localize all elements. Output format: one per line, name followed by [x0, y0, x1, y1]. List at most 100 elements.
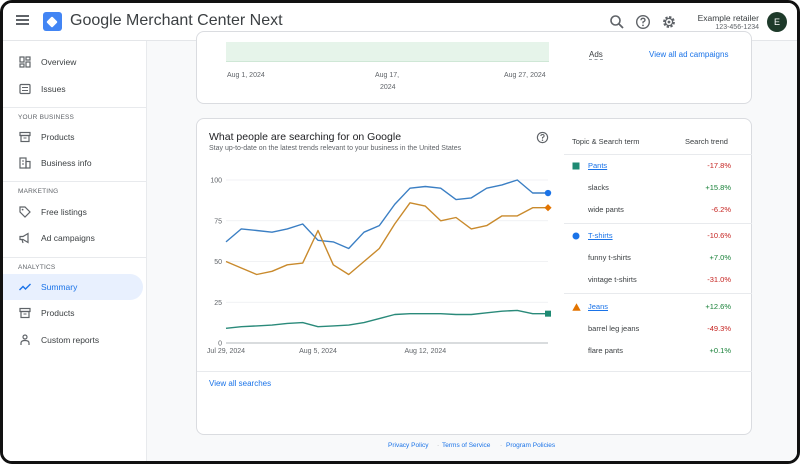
- series-end-marker: [544, 204, 552, 212]
- x-tick-label: Aug 17,: [375, 72, 400, 79]
- sidebar-item-analytics-products[interactable]: Products: [3, 300, 143, 326]
- topic-name[interactable]: Pants: [588, 161, 608, 170]
- overview-icon: [19, 56, 31, 68]
- topic-trend: -10.6%: [707, 231, 731, 240]
- tag-icon: [19, 206, 31, 218]
- x-tick-label: Aug 1, 2024: [227, 72, 265, 79]
- topic-trend: -17.8%: [707, 161, 731, 170]
- y-tick-label: 0: [218, 341, 222, 348]
- account-id: 123-456-1234: [715, 24, 759, 31]
- term-name: vintage t-shirts: [588, 275, 637, 284]
- column-header-topic: Topic & Search term: [572, 137, 640, 146]
- sidebar-item-label: Issues: [41, 84, 66, 94]
- series-line-t-shirts: [225, 179, 548, 250]
- term-trend: -31.0%: [707, 275, 731, 284]
- y-tick-label: 50: [214, 259, 222, 266]
- issues-icon: [19, 83, 31, 95]
- card-subtitle: Stay up-to-date on the latest trends rel…: [209, 145, 462, 152]
- help-icon[interactable]: [536, 131, 549, 144]
- section-label-analytics: ANALYTICS: [18, 264, 56, 271]
- x-tick-label: Aug 27, 2024: [504, 72, 546, 79]
- account-avatar[interactable]: E: [767, 12, 787, 32]
- footer-separator: ·: [500, 442, 503, 449]
- y-tick-label: 25: [214, 300, 222, 307]
- help-icon[interactable]: [635, 14, 651, 30]
- sidebar-item-products[interactable]: Products: [3, 124, 143, 150]
- products-icon: [19, 131, 31, 143]
- term-row: slacks +15.8%: [564, 181, 752, 195]
- ad-performance-card: Aug 1, 2024 Aug 17, 2024 Aug 27, 2024 Ad…: [196, 31, 752, 104]
- sidebar-item-custom-reports[interactable]: Custom reports: [3, 327, 143, 353]
- term-trend: -6.2%: [711, 205, 731, 214]
- settings-gear-icon[interactable]: [661, 14, 677, 30]
- term-trend: +0.1%: [709, 346, 731, 355]
- section-label-marketing: MARKETING: [18, 188, 59, 195]
- x-tick-label: Jul 29, 2024: [207, 348, 245, 355]
- sidebar-divider: [3, 107, 146, 108]
- table-divider: [564, 293, 752, 294]
- account-name: Example retailer: [697, 13, 759, 23]
- column-header-trend: Search trend: [685, 137, 728, 146]
- x-tick-label: 2024: [380, 84, 396, 91]
- y-tick-label: 100: [210, 178, 222, 185]
- x-tick-label: Aug 12, 2024: [405, 348, 447, 355]
- table-divider: [564, 154, 752, 155]
- term-trend: +15.8%: [705, 183, 731, 192]
- series-line-pants: [225, 309, 548, 329]
- sidebar-item-overview[interactable]: Overview: [3, 49, 143, 75]
- terms-of-service-link[interactable]: Terms of Service: [442, 442, 491, 449]
- privacy-policy-link[interactable]: Privacy Policy: [388, 442, 429, 449]
- app-title: Google Merchant Center Next: [70, 12, 283, 29]
- sidebar-item-issues[interactable]: Issues: [3, 76, 143, 102]
- topic-row-pants[interactable]: Pants -17.8%: [564, 159, 752, 173]
- term-name: slacks: [588, 183, 609, 192]
- view-all-ad-campaigns-link[interactable]: View all ad campaigns: [649, 50, 729, 59]
- topic-row-t-shirts[interactable]: T-shirts -10.6%: [564, 229, 752, 243]
- sidebar-item-label: Overview: [41, 57, 77, 67]
- sidebar-item-free-listings[interactable]: Free listings: [3, 199, 143, 225]
- card-title: What people are searching for on Google: [209, 131, 402, 143]
- term-row: wide pants -6.2%: [564, 203, 752, 217]
- view-all-searches-link[interactable]: View all searches: [209, 379, 272, 388]
- term-trend: +7.0%: [709, 253, 731, 262]
- topic-name[interactable]: T-shirts: [588, 231, 613, 240]
- topic-trend: +12.6%: [705, 302, 731, 311]
- term-name: flare pants: [588, 346, 624, 355]
- reports-icon: [20, 334, 30, 345]
- program-policies-link[interactable]: Program Policies: [506, 442, 556, 449]
- series-end-marker: [545, 310, 551, 317]
- megaphone-icon: [19, 232, 29, 244]
- sidebar-item-label: Ad campaigns: [41, 233, 95, 243]
- term-row: funny t-shirts +7.0%: [564, 251, 752, 265]
- search-trends-card: What people are searching for on Google …: [196, 118, 752, 435]
- search-icon[interactable]: [609, 14, 625, 30]
- term-row: vintage t-shirts -31.0%: [564, 273, 752, 287]
- ads-legend-label[interactable]: Ads: [589, 50, 603, 60]
- products-icon: [19, 307, 31, 319]
- sidebar-item-label: Products: [41, 132, 75, 142]
- term-row: flare pants +0.1%: [564, 344, 752, 358]
- sidebar-item-label: Business info: [41, 158, 92, 168]
- sidebar-divider: [3, 181, 146, 182]
- topic-name[interactable]: Jeans: [588, 302, 609, 311]
- sidebar-item-summary[interactable]: Summary: [3, 274, 143, 300]
- circle-marker-icon: [572, 232, 580, 240]
- hamburger-menu-icon[interactable]: [16, 15, 29, 25]
- search-trend-line-chart: 0 25 50 75 100 Jul 29, 2024 Aug 5, 2024 Aug 12,…: [207, 178, 552, 355]
- topic-row-jeans[interactable]: Jeans +12.6%: [564, 300, 752, 314]
- card-divider: [197, 371, 752, 372]
- term-name: wide pants: [588, 205, 624, 214]
- sidebar-item-label: Products: [41, 308, 75, 318]
- sidebar-divider: [3, 257, 146, 258]
- ad-performance-area-chart: [226, 42, 549, 62]
- series-line-jeans: [225, 202, 548, 276]
- sidebar-item-business-info[interactable]: Business info: [3, 150, 143, 176]
- term-trend: -49.3%: [707, 324, 731, 333]
- sidebar-item-ad-campaigns[interactable]: Ad campaigns: [3, 225, 143, 251]
- merchant-center-logo-icon: [43, 12, 62, 31]
- footer-separator: ·: [437, 442, 440, 449]
- term-row: barrel leg jeans -49.3%: [564, 322, 752, 336]
- section-label-your-business: YOUR BUSINESS: [18, 114, 75, 121]
- sidebar-nav: Overview Issues YOUR BUSINESS Products: [3, 41, 147, 461]
